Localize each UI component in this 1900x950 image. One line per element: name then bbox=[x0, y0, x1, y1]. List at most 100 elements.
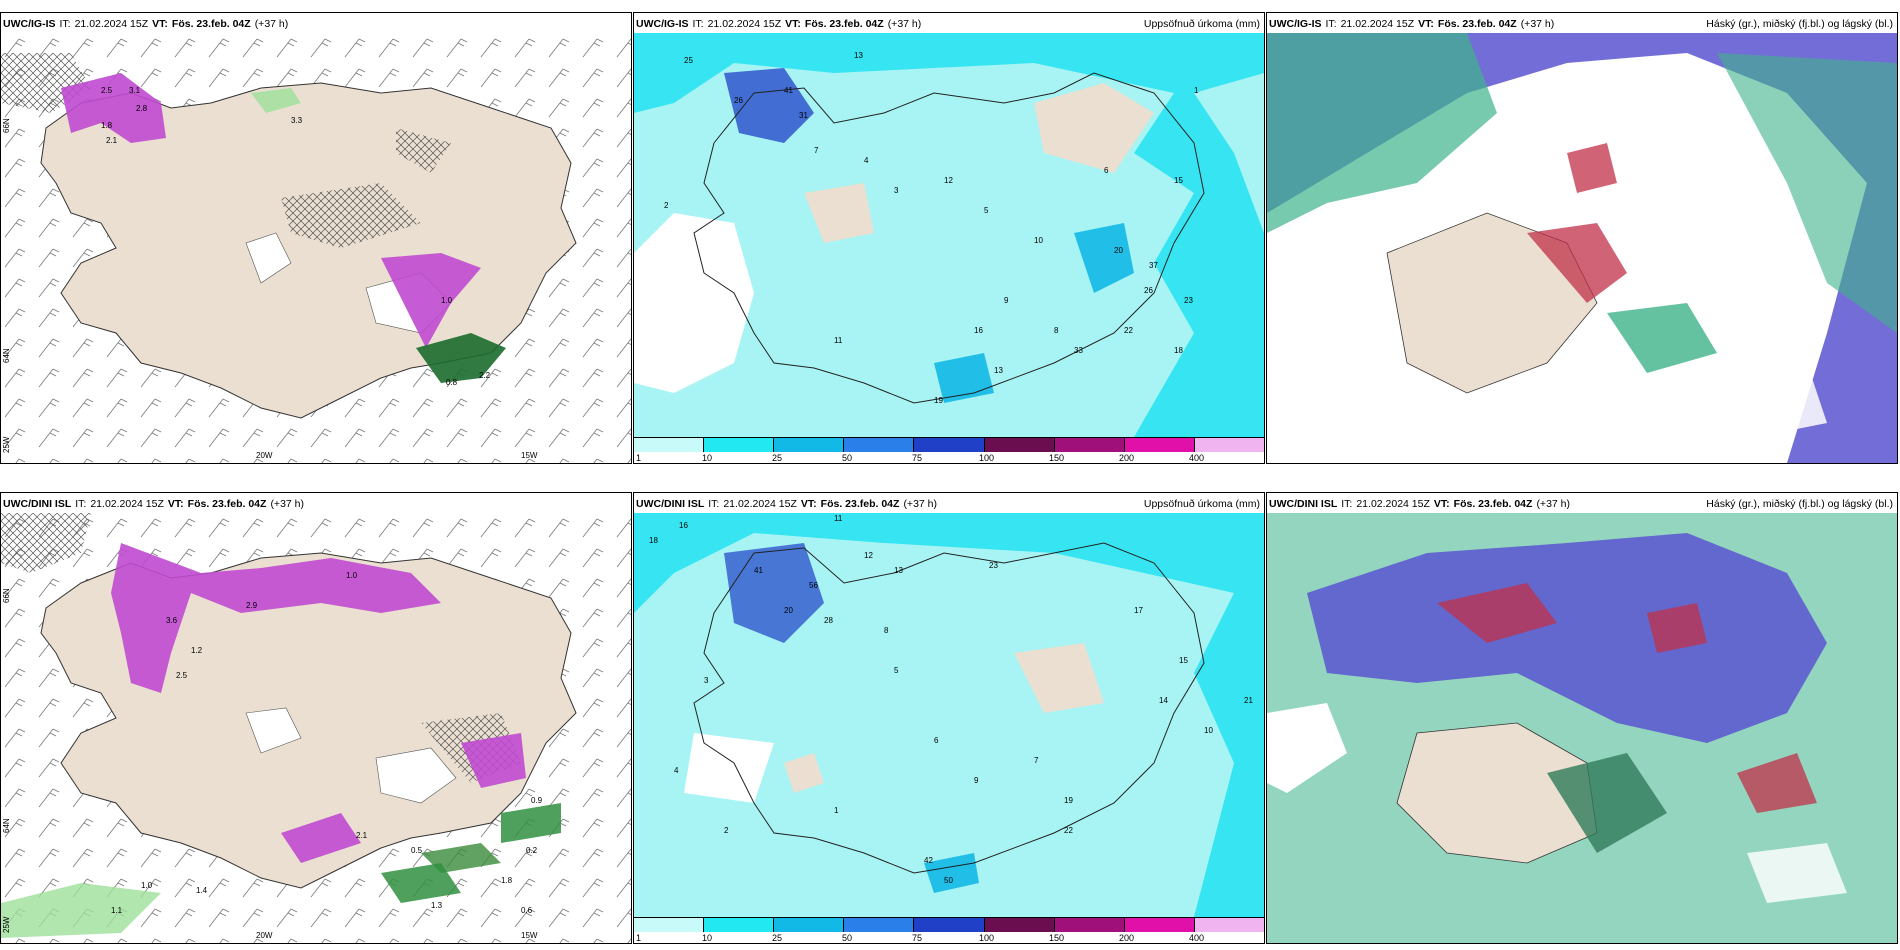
panel-header: UWC/DINI ISL IT: 21.02.2024 15Z VT: Fös.… bbox=[3, 495, 627, 513]
value-label: 10 bbox=[1034, 236, 1043, 245]
precip-snow bbox=[381, 253, 481, 348]
cloud-high bbox=[1267, 33, 1497, 233]
value-label: 12 bbox=[944, 176, 953, 185]
colorbar-tick: 50 bbox=[842, 453, 853, 463]
panel-igis-clouds: UWC/IG-IS IT: 21.02.2024 15Z VT: Fös. 23… bbox=[1266, 12, 1898, 464]
value-label: 22 bbox=[1124, 326, 1133, 335]
hatched-area bbox=[1, 513, 91, 573]
colorbar-tick: 150 bbox=[1049, 453, 1065, 463]
value-labels: 3.6 2.9 2.5 1.2 1.0 0.9 0.5 1.4 1.1 1.3 … bbox=[111, 571, 543, 915]
precip-heavy bbox=[724, 68, 814, 143]
it-value: 21.02.2024 15Z bbox=[723, 498, 797, 510]
value-label: 20 bbox=[1114, 246, 1123, 255]
lat-label: 25W bbox=[2, 916, 11, 933]
precip-rain bbox=[501, 803, 561, 843]
value-label: 10 bbox=[1204, 726, 1213, 735]
vt-value: Fös. 23.feb. 04Z bbox=[1437, 18, 1517, 30]
map-canvas: 25 13 41 31 26 7 4 2 3 12 5 10 6 15 20 3… bbox=[634, 33, 1264, 437]
hatched-area bbox=[396, 128, 451, 173]
panel-title: Háský (gr.), miðský (fj.bl.) og lágský (… bbox=[1706, 18, 1893, 30]
it-label: IT: bbox=[59, 18, 71, 30]
precip-zone bbox=[634, 33, 1264, 437]
lead-time: (+37 h) bbox=[887, 18, 922, 30]
value-label: 26 bbox=[734, 96, 743, 105]
lead-time: (+37 h) bbox=[1536, 498, 1570, 510]
vt-label: VT: bbox=[800, 498, 817, 510]
value-label: 41 bbox=[754, 566, 763, 575]
value-label: 3 bbox=[704, 676, 709, 685]
value-label: 50 bbox=[944, 876, 953, 885]
clear-sky bbox=[1687, 363, 1827, 443]
value-label: 2.9 bbox=[246, 601, 258, 610]
colorbar: 1 10 25 50 75 100 150 200 400 bbox=[634, 437, 1264, 463]
value-label: 18 bbox=[1174, 346, 1183, 355]
model-name: UWC/IG-IS bbox=[1269, 18, 1322, 30]
value-label: 0.5 bbox=[411, 846, 423, 855]
colorbar-tick: 100 bbox=[979, 453, 995, 463]
model-name: UWC/DINI ISL bbox=[1269, 498, 1338, 510]
colorbar-tick: 25 bbox=[772, 453, 783, 463]
value-label: 23 bbox=[1184, 296, 1193, 305]
precip-moderate bbox=[1074, 223, 1134, 293]
value-label: 2.1 bbox=[356, 831, 368, 840]
vt-value: Fös. 23.feb. 04Z bbox=[1453, 498, 1533, 510]
value-label: 11 bbox=[834, 336, 843, 345]
value-label: 1.1 bbox=[111, 906, 123, 915]
it-label: IT: bbox=[75, 498, 87, 510]
it-value: 21.02.2024 15Z bbox=[707, 18, 782, 30]
value-label: 15 bbox=[1179, 656, 1188, 665]
value-label: 0.6 bbox=[521, 906, 533, 915]
value-label: 1.8 bbox=[101, 121, 113, 130]
value-label: 7 bbox=[814, 146, 819, 155]
panel-igis-accum-precip: UWC/IG-IS IT: 21.02.2024 15Z VT: Fös. 23… bbox=[633, 12, 1265, 464]
iceland-land bbox=[40, 82, 577, 419]
vt-label: VT: bbox=[1433, 498, 1450, 510]
panel-dini-precip-type: UWC/DINI ISL IT: 21.02.2024 15Z VT: Fös.… bbox=[0, 492, 632, 944]
dry-area bbox=[804, 183, 874, 243]
value-label: 15 bbox=[1174, 176, 1183, 185]
map-canvas: 2.5 3.1 2.8 1.8 2.1 3.3 0.8 1.0 2.2 20W … bbox=[1, 33, 631, 463]
dry-area bbox=[634, 213, 754, 393]
iceland-coastline bbox=[693, 542, 1205, 874]
cloud-high bbox=[1717, 53, 1897, 333]
vt-value: Fös. 23.feb. 04Z bbox=[171, 18, 251, 30]
cloud-low bbox=[1527, 223, 1627, 303]
colorbar-tick: 10 bbox=[702, 933, 713, 943]
model-name: UWC/IG-IS bbox=[3, 18, 56, 30]
precip-rain bbox=[381, 863, 461, 903]
value-label: 12 bbox=[864, 551, 873, 560]
precip-rain-light bbox=[251, 88, 301, 113]
vt-label: VT: bbox=[167, 498, 184, 510]
value-label: 0.2 bbox=[526, 846, 538, 855]
vt-label: VT: bbox=[1418, 18, 1434, 30]
value-label: 2.2 bbox=[479, 371, 491, 380]
value-label: 26 bbox=[1144, 286, 1153, 295]
cloud-low bbox=[1437, 583, 1557, 643]
value-label: 9 bbox=[1004, 296, 1009, 305]
value-label: 25 bbox=[684, 56, 693, 65]
colorbar-tick: 400 bbox=[1189, 933, 1205, 943]
panel-header: UWC/IG-IS IT: 21.02.2024 15Z VT: Fös. 23… bbox=[3, 15, 627, 33]
value-label: 1.2 bbox=[191, 646, 203, 655]
panel-header: UWC/IG-IS IT: 21.02.2024 15Z VT: Fös. 23… bbox=[636, 15, 1260, 33]
clear-sky bbox=[1267, 703, 1347, 793]
value-label: 56 bbox=[809, 581, 818, 590]
value-label: 16 bbox=[679, 521, 688, 530]
it-value: 21.02.2024 15Z bbox=[90, 498, 164, 510]
value-label: 2.5 bbox=[101, 86, 113, 95]
value-label: 11 bbox=[834, 514, 843, 523]
colorbar-tick: 200 bbox=[1119, 453, 1135, 463]
colorbar-tick: 150 bbox=[1049, 933, 1065, 943]
vt-label: VT: bbox=[785, 18, 801, 30]
value-label: 13 bbox=[854, 51, 863, 60]
panel-header: UWC/DINI ISL IT: 21.02.2024 15Z VT: Fös.… bbox=[636, 495, 1260, 513]
lon-label: 15W bbox=[521, 451, 538, 460]
lat-label: 66N bbox=[2, 118, 11, 133]
value-label: 6 bbox=[934, 736, 939, 745]
value-label: 37 bbox=[1149, 261, 1158, 270]
map-canvas bbox=[1267, 513, 1897, 943]
value-label: 6 bbox=[1104, 166, 1109, 175]
value-label: 17 bbox=[1134, 606, 1143, 615]
value-label: 2.8 bbox=[136, 104, 148, 113]
cloud-mid bbox=[1307, 533, 1827, 743]
